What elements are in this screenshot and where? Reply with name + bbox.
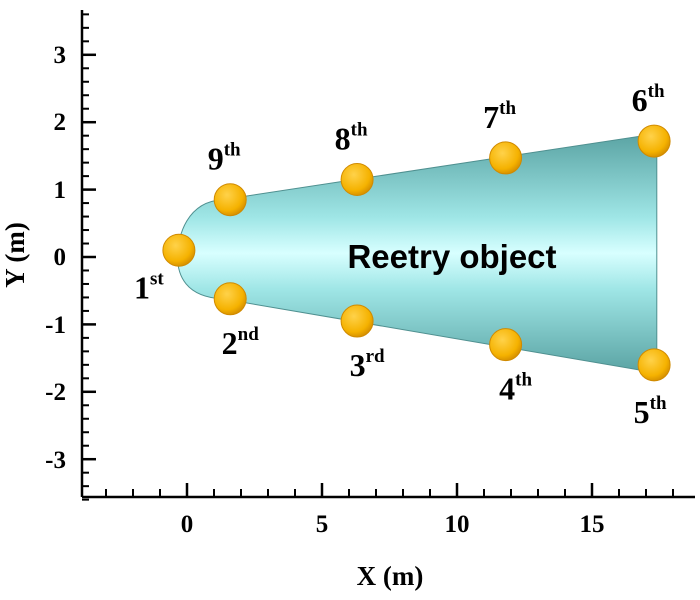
sensor-label-2: 2nd (222, 324, 260, 361)
y-tick-labels: 3 2 1 0 -1 -2 -3 (45, 42, 66, 474)
sensor-point-1 (162, 233, 196, 267)
sensor-point-8 (340, 162, 374, 196)
sensor-label-7: 7th (483, 98, 516, 135)
x-tick-label: 10 (445, 511, 470, 538)
y-tick-label: 0 (54, 244, 67, 271)
plot-axes: 3 2 1 0 -1 -2 -3 0 5 10 15 X (m) Y (m) (0, 10, 695, 591)
reentry-body-group: Reetry object (177, 133, 658, 374)
object-label: Reetry object (347, 238, 556, 275)
y-tick-label: -2 (45, 379, 66, 406)
y-tick-label: 2 (54, 109, 67, 136)
sensor-points: 1st 2nd 3rd 4th 5th 6th 7th 8th 9th (134, 81, 671, 430)
x-tick-label: 15 (580, 511, 605, 538)
sensor-point-7 (489, 141, 523, 175)
y-tick-label: 1 (54, 177, 67, 204)
x-axis-ticks (105, 483, 674, 497)
sensor-point-4 (489, 328, 523, 362)
sensor-point-6 (637, 124, 671, 158)
y-axis-title: Y (m) (0, 222, 30, 288)
sensor-label-6: 6th (632, 81, 665, 118)
sensor-label-9: 9th (208, 140, 241, 177)
sensor-label-1: 1st (134, 268, 164, 305)
x-tick-label: 0 (181, 511, 194, 538)
y-tick-label: -3 (45, 447, 66, 474)
x-tick-label: 5 (316, 511, 329, 538)
sensor-label-8: 8th (335, 119, 368, 156)
sensor-point-2 (213, 282, 247, 316)
sensor-label-3: 3rd (350, 346, 385, 383)
sensor-point-5 (637, 348, 671, 382)
x-axis-title: X (m) (357, 561, 424, 591)
x-tick-labels: 0 5 10 15 (181, 511, 605, 538)
sensor-label-4: 4th (499, 370, 532, 407)
y-axis-ticks (82, 13, 96, 501)
y-tick-label: 3 (54, 42, 67, 69)
sensor-label-5: 5th (634, 393, 667, 430)
sensor-point-3 (340, 304, 374, 338)
sensor-point-9 (213, 183, 247, 217)
y-tick-label: -1 (45, 312, 66, 339)
